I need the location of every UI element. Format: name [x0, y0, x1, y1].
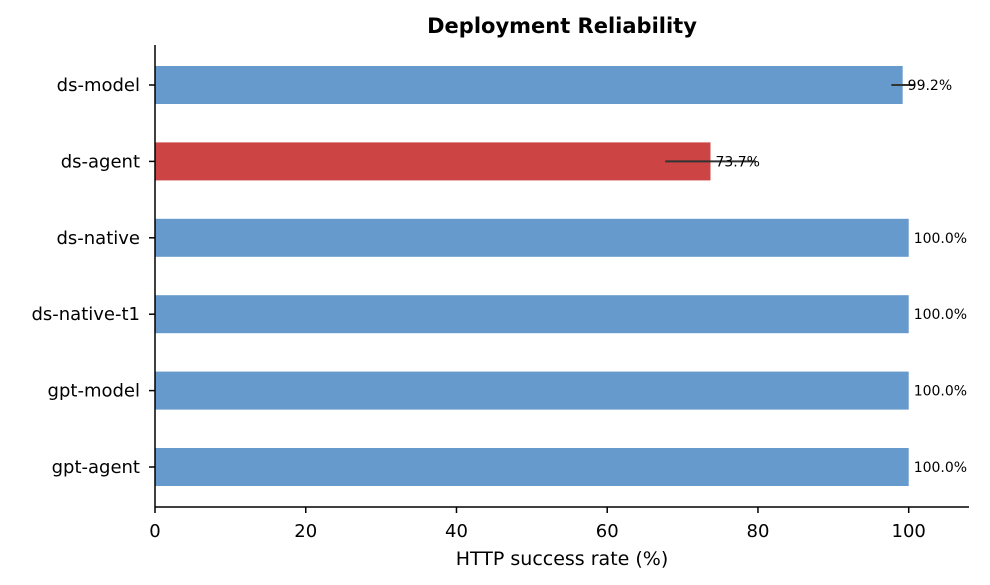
- value-label-ds-agent: 73.7%: [715, 154, 759, 170]
- x-tick-label-20: 20: [294, 521, 317, 542]
- x-tick-label-100: 100: [892, 521, 926, 542]
- bar-ds-agent: [155, 142, 711, 181]
- y-tick-label-ds-model: ds-model: [57, 75, 140, 96]
- y-tick-label-ds-native: ds-native: [56, 228, 140, 249]
- value-label-ds-native-t1: 100.0%: [914, 307, 967, 323]
- x-axis-label: HTTP success rate (%): [456, 548, 669, 570]
- y-tick-label-ds-agent: ds-agent: [61, 151, 140, 172]
- x-tick-label-60: 60: [596, 521, 619, 542]
- y-tick-label-ds-native-t1: ds-native-t1: [31, 304, 140, 325]
- value-label-ds-model: 99.2%: [908, 78, 952, 94]
- x-tick-label-80: 80: [747, 521, 770, 542]
- value-label-gpt-model: 100.0%: [914, 384, 967, 400]
- bar-ds-model: [155, 66, 903, 104]
- bar-gpt-agent: [155, 448, 909, 486]
- value-label-gpt-agent: 100.0%: [914, 460, 967, 476]
- x-tick-label-40: 40: [445, 521, 468, 542]
- x-ticks-group: 0 20 40 60 80 100: [149, 507, 926, 542]
- y-tick-label-gpt-agent: gpt-agent: [52, 457, 140, 478]
- value-labels-group: 99.2% 73.7% 100.0% 100.0% 100.0% 100.0%: [715, 78, 967, 476]
- bar-gpt-model: [155, 371, 909, 410]
- bars-group: [155, 66, 909, 486]
- y-ticks-group: ds-model ds-agent ds-native ds-native-t1 gpt…: [31, 75, 155, 478]
- bar-ds-native-t1: [155, 295, 909, 334]
- bar-ds-native: [155, 218, 909, 257]
- y-tick-label-gpt-model: gpt-model: [48, 381, 140, 402]
- x-tick-label-0: 0: [149, 521, 160, 542]
- chart-title: Deployment Reliability: [427, 14, 697, 38]
- error-bars-group: [665, 84, 914, 163]
- value-label-ds-native: 100.0%: [914, 231, 967, 247]
